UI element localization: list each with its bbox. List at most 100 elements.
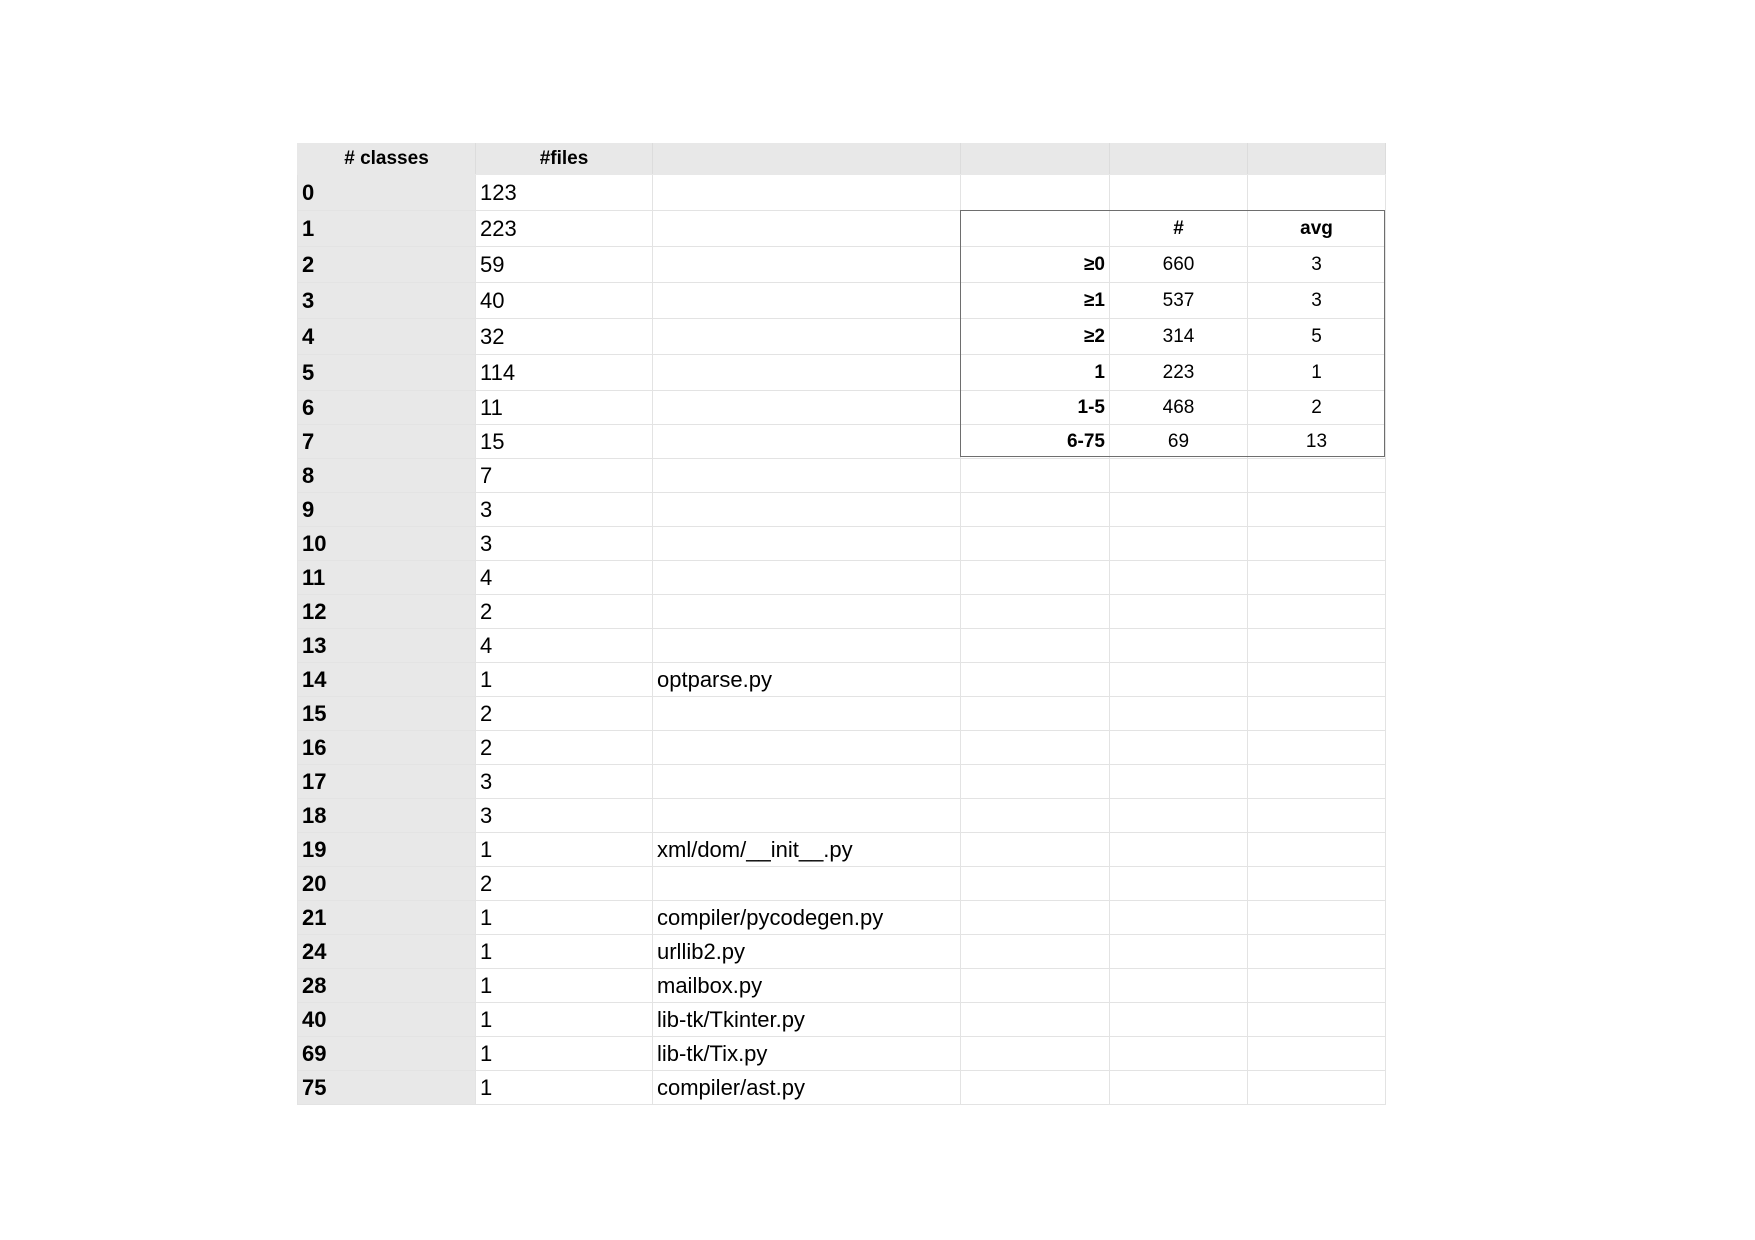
file-name-cell[interactable]: lib-tk/Tkinter.py [652,1002,961,1037]
summary-header-cell[interactable]: avg [1247,210,1386,247]
column-header[interactable]: #files [475,143,653,175]
empty-cell[interactable] [960,866,1110,901]
classes-cell[interactable]: 40 [297,1002,476,1037]
classes-cell[interactable]: 3 [297,282,476,319]
empty-cell[interactable] [960,1036,1110,1071]
files-count-cell[interactable]: 1 [475,662,653,697]
file-name-cell[interactable]: urllib2.py [652,934,961,969]
empty-cell[interactable] [1109,968,1248,1003]
files-count-cell[interactable]: 32 [475,318,653,355]
summary-avg-cell[interactable]: 2 [1247,390,1386,425]
classes-cell[interactable]: 14 [297,662,476,697]
classes-cell[interactable]: 13 [297,628,476,663]
empty-cell[interactable] [1247,934,1386,969]
files-count-cell[interactable]: 223 [475,210,653,247]
empty-cell[interactable] [1109,628,1248,663]
file-name-cell[interactable] [652,282,961,319]
summary-range-label[interactable]: 1 [960,354,1110,391]
file-name-cell[interactable] [652,866,961,901]
empty-cell[interactable] [1109,1070,1248,1105]
summary-count-cell[interactable]: 537 [1109,282,1248,319]
empty-cell[interactable] [1247,628,1386,663]
summary-header-cell[interactable]: # [1109,210,1248,247]
empty-cell[interactable] [1109,526,1248,561]
empty-cell[interactable] [960,1070,1110,1105]
classes-cell[interactable]: 18 [297,798,476,833]
empty-cell[interactable] [1247,560,1386,595]
classes-cell[interactable]: 19 [297,832,476,867]
classes-cell[interactable]: 1 [297,210,476,247]
empty-cell[interactable] [1247,968,1386,1003]
files-count-cell[interactable]: 4 [475,560,653,595]
empty-cell[interactable] [960,526,1110,561]
classes-cell[interactable]: 5 [297,354,476,391]
classes-cell[interactable]: 8 [297,458,476,493]
files-count-cell[interactable]: 3 [475,764,653,799]
empty-cell[interactable] [1247,866,1386,901]
classes-cell[interactable]: 21 [297,900,476,935]
classes-cell[interactable]: 15 [297,696,476,731]
summary-count-cell[interactable]: 660 [1109,246,1248,283]
file-name-cell[interactable] [652,696,961,731]
files-count-cell[interactable]: 3 [475,526,653,561]
classes-cell[interactable]: 28 [297,968,476,1003]
column-header[interactable] [1109,143,1248,175]
files-count-cell[interactable]: 1 [475,1002,653,1037]
empty-cell[interactable] [1109,730,1248,765]
empty-cell[interactable] [1247,832,1386,867]
empty-cell[interactable] [960,900,1110,935]
summary-count-cell[interactable]: 223 [1109,354,1248,391]
summary-avg-cell[interactable]: 3 [1247,282,1386,319]
file-name-cell[interactable] [652,628,961,663]
files-count-cell[interactable]: 2 [475,866,653,901]
files-count-cell[interactable]: 1 [475,1036,653,1071]
file-name-cell[interactable]: xml/dom/__init__.py [652,832,961,867]
file-name-cell[interactable]: compiler/pycodegen.py [652,900,961,935]
column-header[interactable] [1247,143,1386,175]
summary-range-label[interactable]: ≥2 [960,318,1110,355]
column-header[interactable] [652,143,961,175]
empty-cell[interactable] [1109,900,1248,935]
classes-cell[interactable]: 75 [297,1070,476,1105]
files-count-cell[interactable]: 123 [475,174,653,211]
summary-count-cell[interactable]: 314 [1109,318,1248,355]
file-name-cell[interactable] [652,526,961,561]
files-count-cell[interactable]: 40 [475,282,653,319]
file-name-cell[interactable] [652,594,961,629]
files-count-cell[interactable]: 11 [475,390,653,425]
empty-cell[interactable] [960,798,1110,833]
files-count-cell[interactable]: 7 [475,458,653,493]
files-count-cell[interactable]: 1 [475,968,653,1003]
empty-cell[interactable] [960,492,1110,527]
empty-cell[interactable] [960,560,1110,595]
empty-cell[interactable] [1247,696,1386,731]
empty-cell[interactable] [1247,764,1386,799]
empty-cell[interactable] [1247,174,1386,211]
file-name-cell[interactable] [652,730,961,765]
empty-cell[interactable] [960,696,1110,731]
file-name-cell[interactable]: compiler/ast.py [652,1070,961,1105]
files-count-cell[interactable]: 15 [475,424,653,459]
empty-cell[interactable] [1109,934,1248,969]
classes-cell[interactable]: 24 [297,934,476,969]
summary-avg-cell[interactable]: 3 [1247,246,1386,283]
file-name-cell[interactable] [652,458,961,493]
file-name-cell[interactable]: optparse.py [652,662,961,697]
empty-cell[interactable] [1109,764,1248,799]
classes-cell[interactable]: 69 [297,1036,476,1071]
summary-count-cell[interactable]: 69 [1109,424,1248,459]
empty-cell[interactable] [1247,1002,1386,1037]
empty-cell[interactable] [960,594,1110,629]
file-name-cell[interactable]: lib-tk/Tix.py [652,1036,961,1071]
file-name-cell[interactable] [652,174,961,211]
empty-cell[interactable] [1247,662,1386,697]
empty-cell[interactable] [1109,594,1248,629]
classes-cell[interactable]: 9 [297,492,476,527]
summary-range-label[interactable]: ≥0 [960,246,1110,283]
empty-cell[interactable] [1247,458,1386,493]
empty-cell[interactable] [960,968,1110,1003]
files-count-cell[interactable]: 1 [475,934,653,969]
empty-cell[interactable] [1247,1036,1386,1071]
files-count-cell[interactable]: 3 [475,798,653,833]
summary-range-label[interactable]: 6-75 [960,424,1110,459]
